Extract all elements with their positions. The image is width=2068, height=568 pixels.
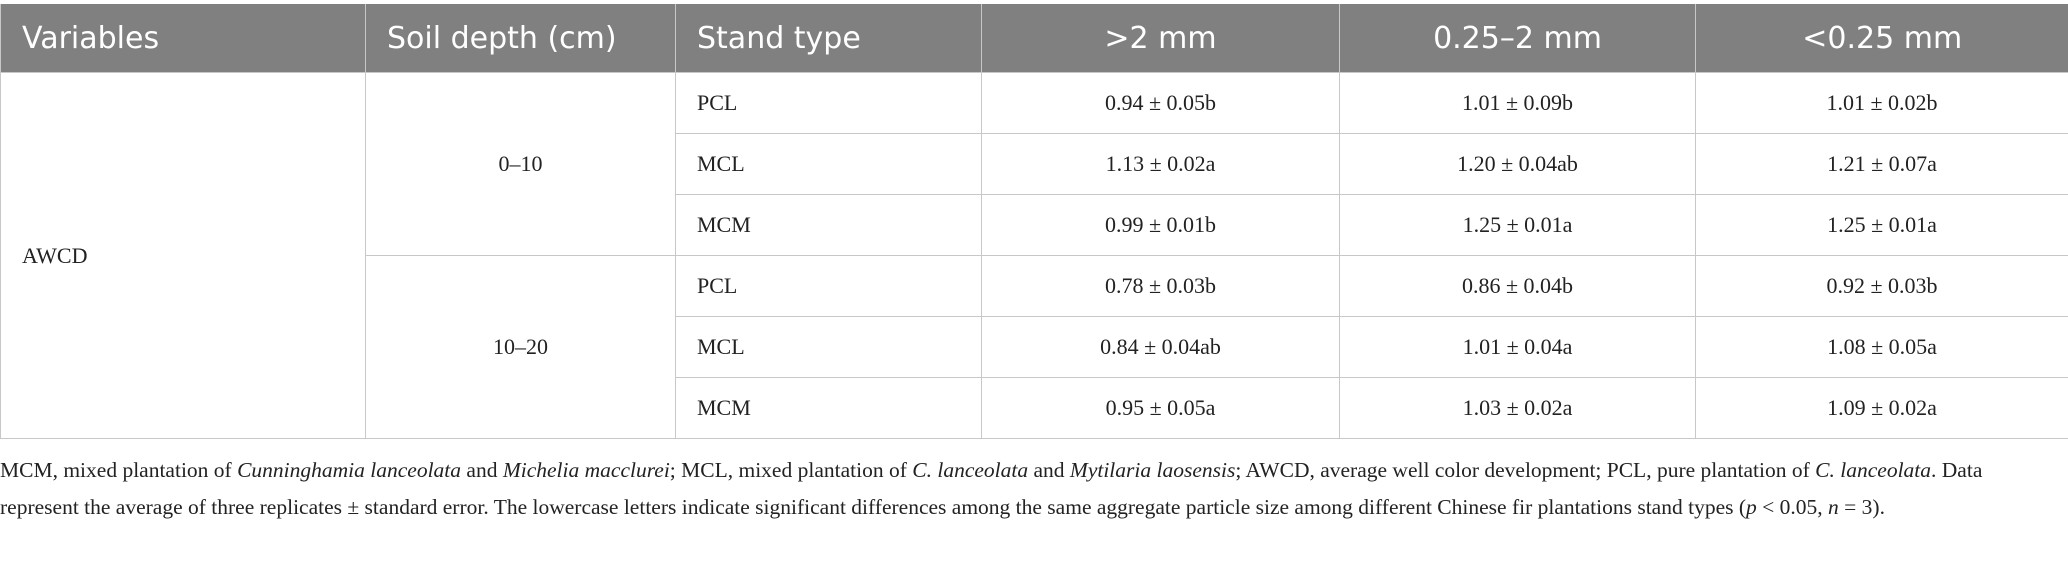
footnote-italic: Cunninghamia lanceolata (237, 458, 462, 482)
footnote-italic: Mytilaria laosensis (1069, 458, 1236, 482)
value-cell: 1.08 ± 0.05a (1695, 316, 2068, 378)
value-cell: 1.13 ± 0.02a (981, 133, 1340, 195)
value-cell: 1.01 ± 0.04a (1339, 316, 1696, 378)
footnote-text: . Data represent the average of three re… (0, 458, 1983, 519)
value-cell: 1.01 ± 0.09b (1339, 72, 1696, 134)
footnote-text: ; MCL, mixed plantation of (669, 458, 913, 482)
header-cell: <0.25 mm (1695, 4, 2068, 73)
footnote-text: and (461, 458, 503, 482)
data-table: Variables Soil depth (cm) Stand type >2 mm 0… (0, 4, 2068, 439)
table-row: 10–20 PCL 0.78 ± 0.03b 0.86 ± 0.04b 0.92 ± 0… (1, 255, 2068, 439)
value-cell: 0.84 ± 0.04ab (981, 316, 1340, 378)
value-cell: 0.92 ± 0.03b (1695, 255, 2068, 317)
stand-cell: PCL (675, 72, 982, 134)
value-cell: 1.01 ± 0.02b (1695, 72, 2068, 134)
footnote-italic: Michelia macclurei (502, 458, 670, 482)
depth-cell: 10–20 (365, 255, 676, 439)
footnote-text: ; AWCD, average well color development; … (1235, 458, 1816, 482)
value-cell: 1.25 ± 0.01a (1695, 194, 2068, 256)
table-row: MCL 0.84 ± 0.04ab 1.01 ± 0.04a 1.08 ± 0.05a (1, 316, 2068, 378)
footnote-text: MCM, mixed plantation of (0, 458, 238, 482)
value-cell: 0.99 ± 0.01b (981, 194, 1340, 256)
value-cell: 0.86 ± 0.04b (1339, 255, 1696, 317)
footnote-text: and (1028, 458, 1070, 482)
stand-cell: PCL (675, 255, 982, 317)
value-cell: 0.94 ± 0.05b (981, 72, 1340, 134)
footnote-italic: C. lanceolata (1815, 458, 1932, 482)
stand-cell: MCM (675, 377, 982, 439)
value-cell: 1.03 ± 0.02a (1339, 377, 1696, 439)
footnote-italic: C. lanceolata (912, 458, 1029, 482)
table-body: AWCD 0–10 PCL 0.94 ± 0.05b 1.01 ± 0.09b 1.01 … (0, 72, 2068, 439)
footnote-text: < 0.05, (1756, 495, 1829, 519)
value-cell: 1.09 ± 0.02a (1695, 377, 2068, 439)
value-cell: 1.25 ± 0.01a (1339, 194, 1696, 256)
footnote-text: = 3). (1838, 495, 1885, 519)
header-cell: >2 mm (981, 4, 1340, 73)
value-cell: 0.78 ± 0.03b (981, 255, 1340, 317)
header-cell: Soil depth (cm) (365, 4, 676, 73)
value-cell: 0.95 ± 0.05a (981, 377, 1340, 439)
header-cell: 0.25–2 mm (1339, 4, 1696, 73)
stand-cell: MCL (675, 316, 982, 378)
depth-cell: 0–10 (365, 72, 676, 256)
footnote-italic: n (1828, 495, 1839, 519)
header-row: Variables Soil depth (cm) Stand type >2 mm 0… (0, 4, 2068, 73)
stand-cell: MCM (675, 194, 982, 256)
stand-cell: MCL (675, 133, 982, 195)
value-cell: 1.21 ± 0.07a (1695, 133, 2068, 195)
header-cell: Variables (0, 4, 366, 73)
table-row: MCM 0.95 ± 0.05a 1.03 ± 0.02a 1.09 ± 0.02a (1, 377, 2068, 439)
variable-cell: AWCD (0, 72, 366, 439)
footnote-italic: p (1746, 495, 1757, 519)
header-cell: Stand type (675, 4, 982, 73)
table-row: AWCD 0–10 PCL 0.94 ± 0.05b 1.01 ± 0.09b 1.01 … (0, 72, 2068, 439)
value-cell: 1.20 ± 0.04ab (1339, 133, 1696, 195)
footnote: MCM, mixed plantation of Cunninghamia la… (0, 452, 2040, 526)
